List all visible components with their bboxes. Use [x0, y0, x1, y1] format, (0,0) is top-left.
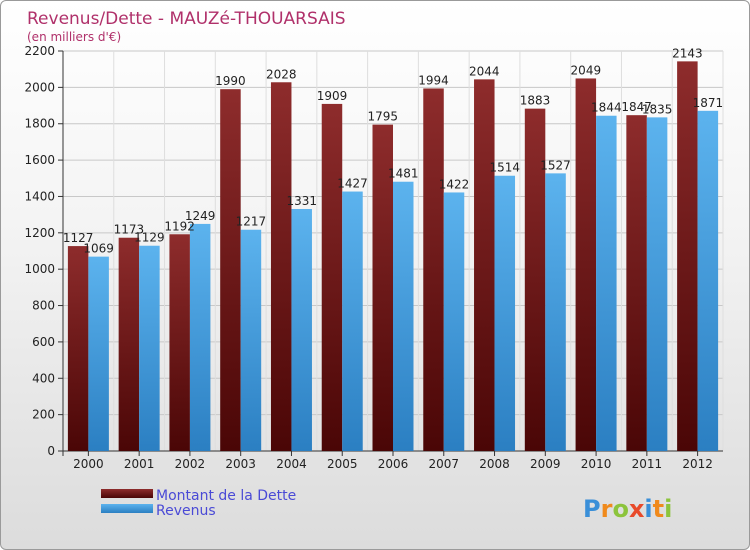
bar-revenus-2011 [646, 117, 668, 451]
data-label-revenus-2001: 1129 [134, 231, 165, 245]
y-tick-label-0: 0 [47, 444, 55, 458]
x-tick-label-2004: 2004 [276, 457, 307, 471]
legend: Montant de la Dette Revenus [101, 488, 296, 519]
bar-dette-2007 [423, 88, 444, 452]
data-label-revenus-2002: 1249 [185, 209, 216, 223]
data-label-revenus-2007: 1422 [439, 177, 470, 191]
proxiti-logo-text: Proxiti [583, 495, 672, 523]
data-label-revenus-2005: 1427 [337, 177, 368, 191]
x-tick-label-2009: 2009 [530, 457, 561, 471]
data-label-dette-2008: 2044 [469, 64, 500, 78]
bar-dette-2009 [524, 108, 546, 452]
bar-revenus-2000 [88, 256, 109, 451]
data-label-revenus-2006: 1481 [388, 167, 419, 181]
bar-revenus-2002 [189, 223, 211, 451]
chart-title: Revenus/Dette - MAUZé-THOUARSAIS [27, 9, 346, 29]
legend-label-debt: Montant de la Dette [156, 488, 296, 504]
bar-dette-2012 [677, 61, 698, 451]
legend-label-revenus: Revenus [156, 503, 216, 519]
legend-swatch-revenus [101, 504, 153, 513]
data-label-revenus-2012: 1871 [693, 96, 724, 110]
x-tick-label-2007: 2007 [428, 457, 459, 471]
bar-dette-2011 [626, 115, 647, 451]
data-label-dette-2005: 1909 [317, 89, 348, 103]
x-tick-label-2003: 2003 [225, 457, 256, 471]
data-label-revenus-2008: 1514 [490, 161, 521, 175]
y-tick-label-1400: 1400 [24, 189, 55, 203]
bar-dette-2001 [118, 237, 140, 451]
bar-dette-2002 [169, 234, 190, 451]
axes: 0 200 400 600 800 1000 1200 1400 1600 1800 2000 220… [24, 44, 723, 471]
bar-dette-2003 [220, 89, 241, 451]
bar-revenus-2001 [139, 245, 160, 451]
bar-revenus-2008 [494, 175, 516, 451]
bar-dette-2000 [67, 246, 89, 451]
y-tick-label-1200: 1200 [24, 226, 55, 240]
legend-swatch-debt [101, 489, 153, 498]
bar-revenus-2007 [443, 192, 465, 452]
y-tick-label-1600: 1600 [24, 153, 55, 167]
bar-dette-2010 [575, 78, 597, 452]
bar-revenus-2010 [596, 115, 617, 452]
bar-dette-2006 [372, 124, 393, 452]
x-tick-label-2006: 2006 [378, 457, 409, 471]
data-label-dette-2010: 2049 [571, 63, 602, 77]
data-label-dette-2000: 1127 [63, 231, 94, 245]
data-label-dette-2002: 1192 [164, 219, 195, 233]
bars [67, 61, 719, 452]
data-label-dette-2007: 1994 [418, 73, 449, 87]
data-label-dette-2009: 1883 [520, 94, 551, 108]
y-tick-label-1000: 1000 [24, 262, 55, 276]
data-label-revenus-2004: 1331 [286, 194, 317, 208]
bar-revenus-2009 [545, 173, 566, 451]
x-tick-label-2002: 2002 [175, 457, 206, 471]
y-tick-label-1800: 1800 [24, 117, 55, 131]
data-label-dette-2006: 1795 [367, 110, 398, 124]
bar-dette-2005 [321, 103, 343, 451]
y-tick-label-400: 400 [32, 371, 55, 385]
x-tick-label-2008: 2008 [479, 457, 510, 471]
bar-revenus-2005 [342, 191, 363, 451]
data-label-revenus-2000: 1069 [83, 242, 114, 256]
bar-revenus-2006 [393, 181, 414, 451]
data-label-dette-2001: 1173 [114, 223, 145, 237]
data-label-revenus-2009: 1527 [540, 158, 571, 172]
data-label-dette-2012: 2143 [672, 46, 703, 60]
bar-revenus-2012 [697, 110, 719, 452]
y-tick-label-600: 600 [32, 335, 55, 349]
data-label-revenus-2011: 1835 [642, 102, 673, 116]
y-tick-label-2000: 2000 [24, 80, 55, 94]
data-label-revenus-2003: 1217 [236, 215, 267, 229]
bar-revenus-2003 [240, 229, 262, 451]
data-label-dette-2004: 2028 [266, 67, 297, 81]
bar-dette-2004 [270, 82, 292, 451]
x-tick-label-2000: 2000 [73, 457, 104, 471]
bar-revenus-2004 [291, 209, 312, 451]
x-tick-label-2010: 2010 [581, 457, 612, 471]
data-label-dette-2011: 1847 [621, 100, 652, 114]
x-tick-label-2005: 2005 [327, 457, 358, 471]
data-label-revenus-2010: 1844 [591, 101, 622, 115]
x-tick-label-2012: 2012 [682, 457, 713, 471]
x-tick-label-2011: 2011 [632, 457, 663, 471]
x-tick-label-2001: 2001 [124, 457, 155, 471]
y-tick-label-2200: 2200 [24, 44, 55, 58]
y-tick-label-200: 200 [32, 408, 55, 422]
y-tick-label-800: 800 [32, 299, 55, 313]
bar-dette-2008 [474, 79, 495, 451]
proxiti-logo: Proxiti [583, 495, 672, 523]
data-label-dette-2003: 1990 [215, 74, 246, 88]
chart-subtitle: (en milliers d'€) [27, 30, 121, 44]
